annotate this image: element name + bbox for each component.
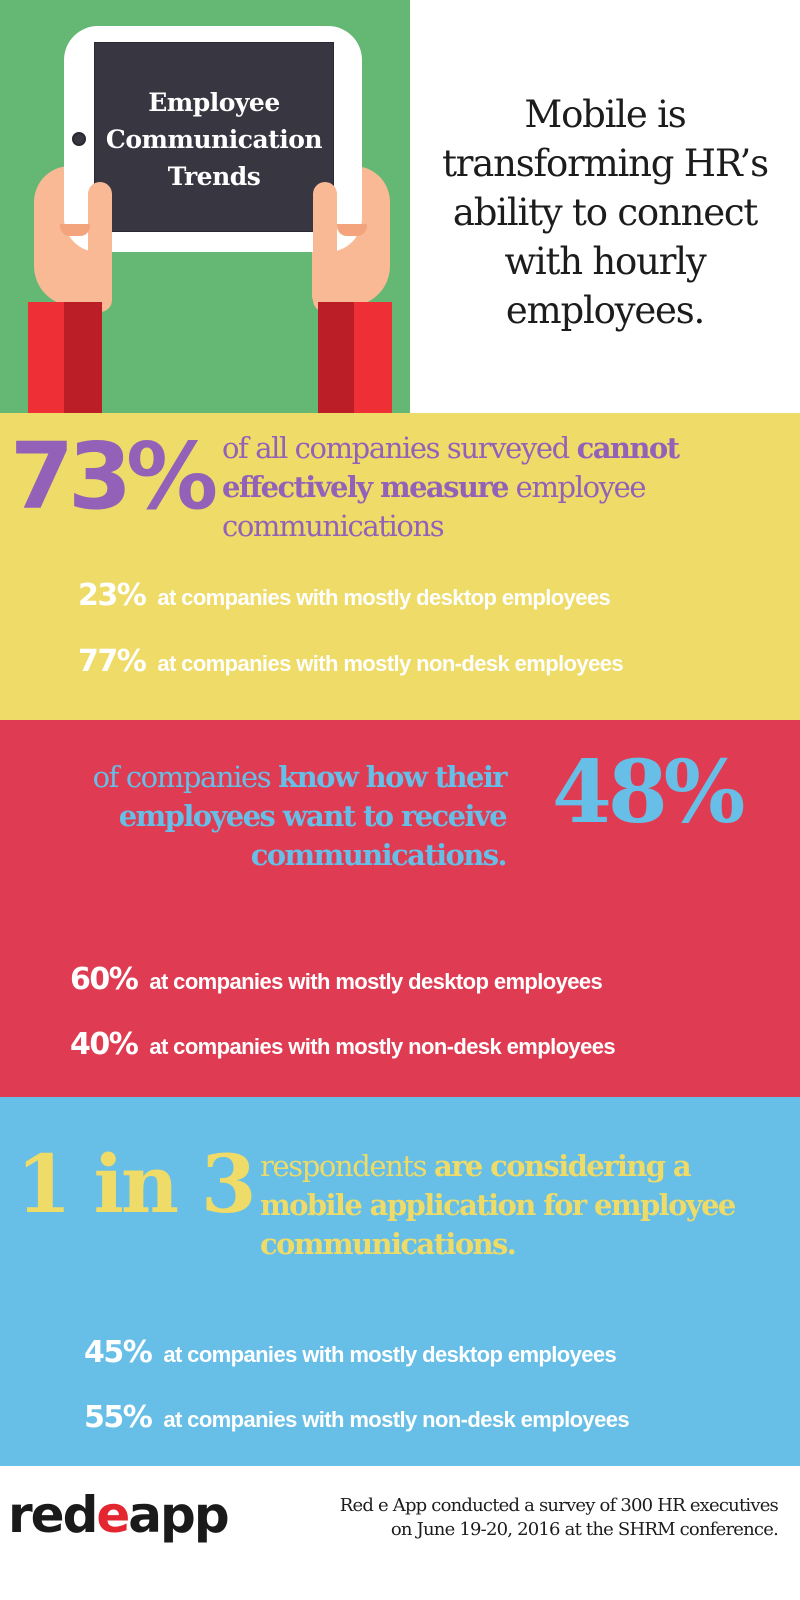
breakdown-row-desktop: 23% at companies with mostly desktop emp…: [78, 578, 611, 613]
breakdown-value: 40%: [70, 1027, 139, 1062]
logo-text-app: app: [128, 1486, 229, 1544]
right-finger-shadow: [337, 224, 367, 236]
redeapp-logo: redeapp: [8, 1486, 230, 1544]
right-thumb-icon: [313, 182, 337, 312]
big-stat-value: 1 in 3: [16, 1137, 257, 1231]
lead-bold-text: are considering a mobile application for…: [260, 1149, 736, 1261]
stat-section-measure: 73% of all companies surveyed cannot eff…: [0, 413, 800, 720]
survey-footnote: Red e App conducted a survey of 300 HR e…: [339, 1494, 779, 1542]
breakdown-label: at companies with mostly desktop employe…: [163, 1342, 617, 1367]
right-sleeve-icon: [318, 302, 392, 413]
breakdown-value: 60%: [70, 962, 139, 997]
lead-light-text: of companies: [92, 760, 279, 794]
lead-light-text: respondents: [260, 1149, 434, 1183]
footnote-line: Red e App conducted a survey of 300 HR e…: [339, 1495, 779, 1516]
infographic-title: Employee Communication Trends: [94, 84, 334, 195]
title-line: Communication: [105, 125, 323, 154]
stat-lead-text: respondents are considering a mobile app…: [260, 1147, 780, 1264]
title-line: Trends: [167, 162, 261, 191]
tagline-line: ability to connect: [452, 191, 758, 234]
tablet-screen: [94, 42, 334, 232]
tagline-line: transforming HR’s: [442, 142, 769, 185]
lead-bold-text: know how their employees want to receive…: [118, 760, 508, 872]
breakdown-label: at companies with mostly non-desk employ…: [149, 1034, 615, 1059]
breakdown-row-nondesk: 55% at companies with mostly non-desk em…: [84, 1400, 630, 1435]
tagline-line: with hourly: [504, 240, 706, 283]
breakdown-label: at companies with mostly desktop employe…: [149, 969, 603, 994]
breakdown-value: 55%: [84, 1400, 153, 1435]
footer: redeapp Red e App conducted a survey of …: [0, 1466, 800, 1600]
stat-section-mobile: 1 in 3 respondents are considering a mob…: [0, 1097, 800, 1466]
logo-text-red: red: [8, 1486, 98, 1544]
big-stat-value: 48%: [552, 742, 745, 843]
breakdown-value: 45%: [84, 1335, 153, 1370]
breakdown-row-desktop: 60% at companies with mostly desktop emp…: [70, 962, 603, 997]
tagline-line: Mobile is: [524, 93, 686, 136]
lead-light-text: employee communications: [222, 470, 647, 543]
lead-light-text: of all companies surveyed: [222, 431, 577, 465]
tagline-line: employees.: [505, 289, 705, 332]
tablet-home-button-icon: [72, 132, 86, 146]
breakdown-value: 77%: [78, 644, 147, 679]
breakdown-label: at companies with mostly non-desk employ…: [163, 1407, 629, 1432]
footnote-line: on June 19-20, 2016 at the SHRM conferen…: [390, 1519, 779, 1540]
stat-lead-text: of companies know how their employees wa…: [40, 758, 508, 875]
left-sleeve-icon: [28, 302, 102, 413]
hero-illustration: Employee Communication Trends: [0, 0, 410, 413]
breakdown-row-desktop: 45% at companies with mostly desktop emp…: [84, 1335, 617, 1370]
breakdown-label: at companies with mostly desktop employe…: [157, 585, 611, 610]
stat-lead-text: of all companies surveyed cannot effecti…: [222, 429, 782, 546]
breakdown-value: 23%: [78, 578, 147, 613]
title-line: Employee: [148, 88, 280, 117]
logo-e-icon: e: [96, 1486, 130, 1544]
stat-section-preferences: of companies know how their employees wa…: [0, 720, 800, 1097]
hero-tagline: Mobile is transforming HR’s ability to c…: [410, 90, 800, 335]
breakdown-label: at companies with mostly non-desk employ…: [157, 651, 623, 676]
left-finger-shadow: [60, 224, 90, 236]
breakdown-row-nondesk: 40% at companies with mostly non-desk em…: [70, 1027, 616, 1062]
big-stat-value: 73%: [10, 423, 218, 530]
left-thumb-icon: [88, 182, 112, 312]
breakdown-row-nondesk: 77% at companies with mostly non-desk em…: [78, 644, 624, 679]
hero-tagline-panel: Mobile is transforming HR’s ability to c…: [410, 0, 800, 413]
lead-bold-text: cannot effectively measure: [222, 431, 680, 504]
